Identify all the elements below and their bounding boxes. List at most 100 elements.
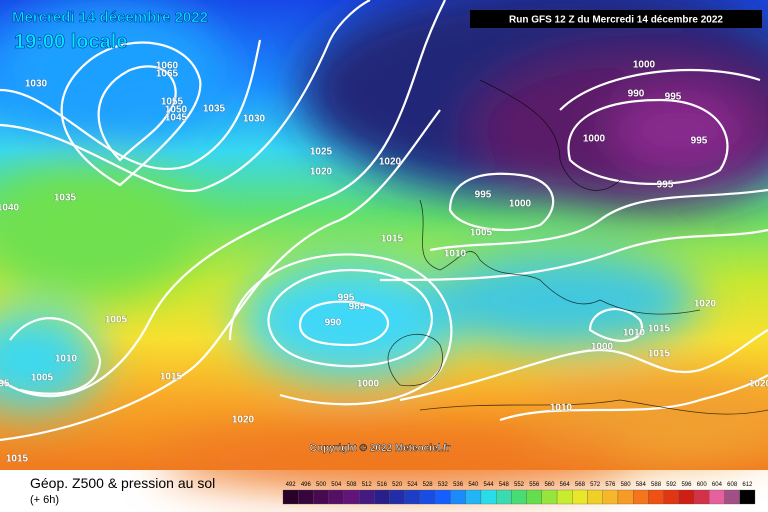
run-label: Run GFS 12 Z du Mercredi 14 décembre 202… <box>509 15 723 26</box>
colorbar-label: 544 <box>484 482 495 488</box>
colorbar-label: 532 <box>438 482 449 488</box>
colorbar-swatch <box>465 489 482 505</box>
colorbar-label: 580 <box>621 482 632 488</box>
isobar-label: 1060 <box>156 61 179 72</box>
colorbar-label: 608 <box>727 482 738 488</box>
colorbar-swatch <box>389 489 405 505</box>
colorbar-swatch <box>693 489 710 505</box>
colorbar-label: 548 <box>499 482 510 488</box>
colorbar-label: 556 <box>529 482 540 488</box>
colorbar-label: 568 <box>575 482 586 488</box>
colorbar-swatch <box>556 489 573 505</box>
colorbar-swatch <box>374 489 390 505</box>
colorbar-swatch <box>678 489 695 505</box>
isobar-label: 1045 <box>165 113 188 124</box>
colorbar-label: 588 <box>651 482 662 488</box>
isobar-label: 1030 <box>243 114 266 125</box>
colorbar-swatch <box>587 489 603 505</box>
legend-title: Géop. Z500 & pression au sol <box>30 475 215 491</box>
colorbar-label: 596 <box>681 482 692 488</box>
colorbar-label: 564 <box>560 482 571 488</box>
colorbar-swatch <box>343 489 360 505</box>
colorbar-label: 508 <box>347 482 358 488</box>
isobar-label: 985 <box>349 302 366 313</box>
colorbar-label: 540 <box>468 482 479 488</box>
colorbar-swatch <box>313 489 329 505</box>
colorbar: 492 496 500 504 508 512 516 520 524 528 532 536 540 5… <box>282 482 756 505</box>
isobar-label: 1000 <box>591 342 614 353</box>
time-label: 19:00 locale <box>14 31 127 53</box>
colorbar-label: 576 <box>605 482 616 488</box>
colorbar-swatch <box>404 489 421 505</box>
colorbar-label: 504 <box>331 482 342 488</box>
colorbar-label: 496 <box>301 482 312 488</box>
colorbar-label: 492 <box>286 482 297 488</box>
isobar-label: 1040 <box>0 203 20 214</box>
colorbar-swatch <box>358 489 375 505</box>
colorbar-label: 528 <box>423 482 434 488</box>
colorbar-label: 516 <box>377 482 388 488</box>
colorbar-swatch <box>663 489 680 505</box>
isobar-label: 1020 <box>379 157 402 168</box>
isobar-label: 1020 <box>694 299 717 310</box>
colorbar-swatch <box>298 489 314 505</box>
colorbar-label: 560 <box>544 482 555 488</box>
isobar-label: 1015 <box>160 372 183 383</box>
coastlines <box>387 79 768 415</box>
isobar-label: 1030 <box>25 79 48 90</box>
isobar-label: 1000 <box>357 379 380 390</box>
colorbar-swatch <box>526 489 542 505</box>
isobar-label: 1000 <box>509 199 532 210</box>
isobar-label: 1015 <box>381 234 404 245</box>
copyright: Copyright © 2022 Meteociel.fr <box>310 443 451 454</box>
run-box <box>470 10 762 28</box>
isobar-label: 1035 <box>54 193 77 204</box>
colorbar-swatch <box>282 489 299 505</box>
date-label: Mercredi 14 décembre 2022 <box>12 9 208 26</box>
isobar-label: 1010 <box>55 354 78 365</box>
colorbar-swatch <box>328 489 345 505</box>
isobar-label: 1050 <box>165 105 188 116</box>
isobar-label: 1010 <box>444 249 467 260</box>
isobar-label: 1025 <box>310 147 333 158</box>
colorbar-label: 524 <box>407 482 418 488</box>
isobar-label: 1020 <box>232 415 255 426</box>
legend-subtitle: (+ 6h) <box>30 494 59 506</box>
colorbar-swatch <box>435 489 451 505</box>
isobar-label: 1005 <box>31 373 54 384</box>
colorbar-label: 592 <box>666 482 677 488</box>
isobar-label: 1055 <box>161 97 184 108</box>
isobars <box>0 0 768 440</box>
colorbar-swatch <box>739 489 756 505</box>
colorbar-swatch <box>709 489 725 505</box>
isobar-label: 1005 <box>470 228 493 239</box>
isobar-label: 95 <box>0 379 10 390</box>
isobar-label: 1065 <box>156 69 179 80</box>
colorbar-swatch <box>541 489 558 505</box>
isobar-label: 1020 <box>749 379 768 390</box>
isobar-label: 1005 <box>105 315 128 326</box>
colorbar-swatch <box>419 489 436 505</box>
colorbar-label: 584 <box>636 482 647 488</box>
colorbar-label: 536 <box>453 482 464 488</box>
isobar-label: 995 <box>657 180 674 191</box>
isobar-label: 990 <box>325 318 342 329</box>
colorbar-swatch <box>511 489 527 505</box>
field-blobs <box>0 0 768 490</box>
colorbar-label: 520 <box>392 482 403 488</box>
colorbar-swatch <box>496 489 512 505</box>
isobar-label: 1015 <box>648 324 671 335</box>
isobar-label: 995 <box>475 190 492 201</box>
isobar-label: 1035 <box>203 104 226 115</box>
colorbar-swatch <box>648 489 664 505</box>
isobar-label: 1000 <box>633 60 656 71</box>
colorbar-swatch <box>602 489 619 505</box>
colorbar-swatch <box>633 489 649 505</box>
isobar-label: 1015 <box>648 349 671 360</box>
colorbar-swatch <box>480 489 497 505</box>
isobar-label: 995 <box>338 293 355 304</box>
isobar-label: 1000 <box>583 134 606 145</box>
